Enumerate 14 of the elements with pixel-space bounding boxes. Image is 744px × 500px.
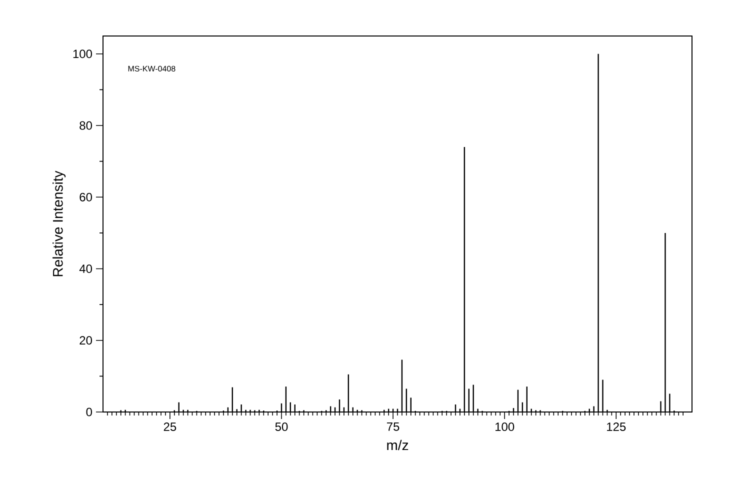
x-tick-label: 100 (495, 422, 514, 432)
y-tick-label: 0 (86, 408, 92, 416)
y-axis-title: Relative Intensity (52, 170, 66, 276)
x-tick-label: 75 (386, 422, 400, 431)
y-tick-label: 100 (73, 50, 92, 58)
x-tick-label: 50 (275, 422, 288, 432)
y-tick-label: 40 (79, 264, 92, 273)
x-tick-label: 125 (607, 422, 626, 432)
y-tick-label: 60 (80, 192, 92, 202)
x-axis-title: m/z (387, 440, 408, 450)
x-tick-label: 25 (164, 422, 176, 432)
y-tick-label: 20 (80, 336, 92, 345)
annotation: MS-KW-0408 (128, 66, 176, 72)
y-tick-label: 80 (80, 121, 92, 130)
